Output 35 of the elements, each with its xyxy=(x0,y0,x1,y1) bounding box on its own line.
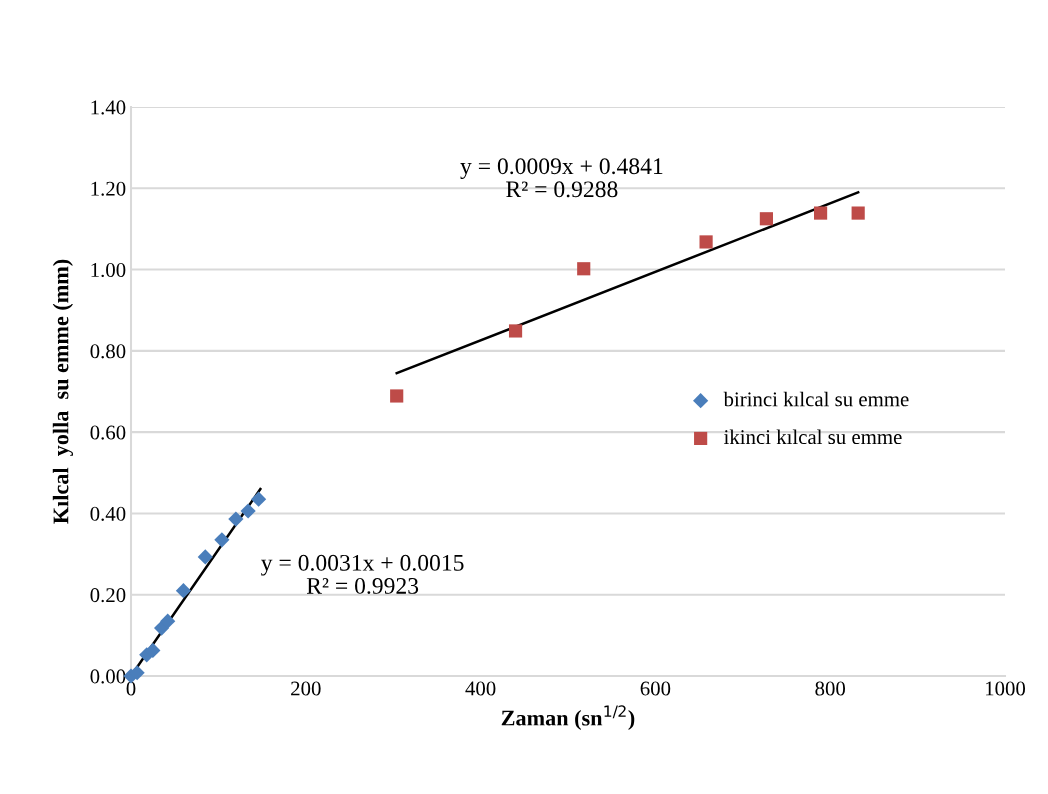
y-tick-label: 0.60 xyxy=(90,425,126,440)
point xyxy=(699,235,713,249)
point xyxy=(814,206,828,220)
y-tick-label: 0.00 xyxy=(90,669,126,684)
y-tick-label: 0.40 xyxy=(90,506,126,521)
x-tick-label: 800 xyxy=(815,681,846,696)
point xyxy=(251,491,267,507)
point xyxy=(175,583,192,599)
y-tick-label: 1.00 xyxy=(91,262,126,278)
y-tick-label: 1.20 xyxy=(91,181,126,196)
annotation: y = 0.0031x + 0.0015 R² = 0.9923 xyxy=(261,554,464,594)
legend-label: ikinci kılcal su emme xyxy=(723,429,902,445)
point xyxy=(577,262,591,276)
x-tick-label: 1000 xyxy=(986,681,1026,696)
y-axis-title: Kılcal yolla su emme (mm) xyxy=(52,259,74,524)
legend-label: birinci kılcal su emme xyxy=(723,391,909,407)
x-tick-label: 400 xyxy=(465,681,496,696)
point xyxy=(214,532,230,548)
point xyxy=(197,549,213,565)
x-tick-label: 600 xyxy=(640,681,671,696)
point xyxy=(508,324,523,338)
x-tick-label: 0 xyxy=(126,681,136,696)
point xyxy=(228,511,244,527)
point xyxy=(851,206,865,220)
point xyxy=(390,389,404,403)
y-tick-label: 0.20 xyxy=(90,588,126,603)
y-tick-label: 1.40 xyxy=(91,100,126,115)
point xyxy=(145,642,161,658)
y-tick-label: 0.80 xyxy=(90,344,126,359)
point xyxy=(759,212,773,226)
x-tick-label: 200 xyxy=(291,681,321,696)
x-axis-title: Zaman (sn$^{1/2}$) xyxy=(501,705,635,731)
point xyxy=(160,613,176,629)
annotation: y = 0.0009x + 0.4841 R² = 0.9288 xyxy=(460,158,663,198)
point xyxy=(240,503,256,519)
